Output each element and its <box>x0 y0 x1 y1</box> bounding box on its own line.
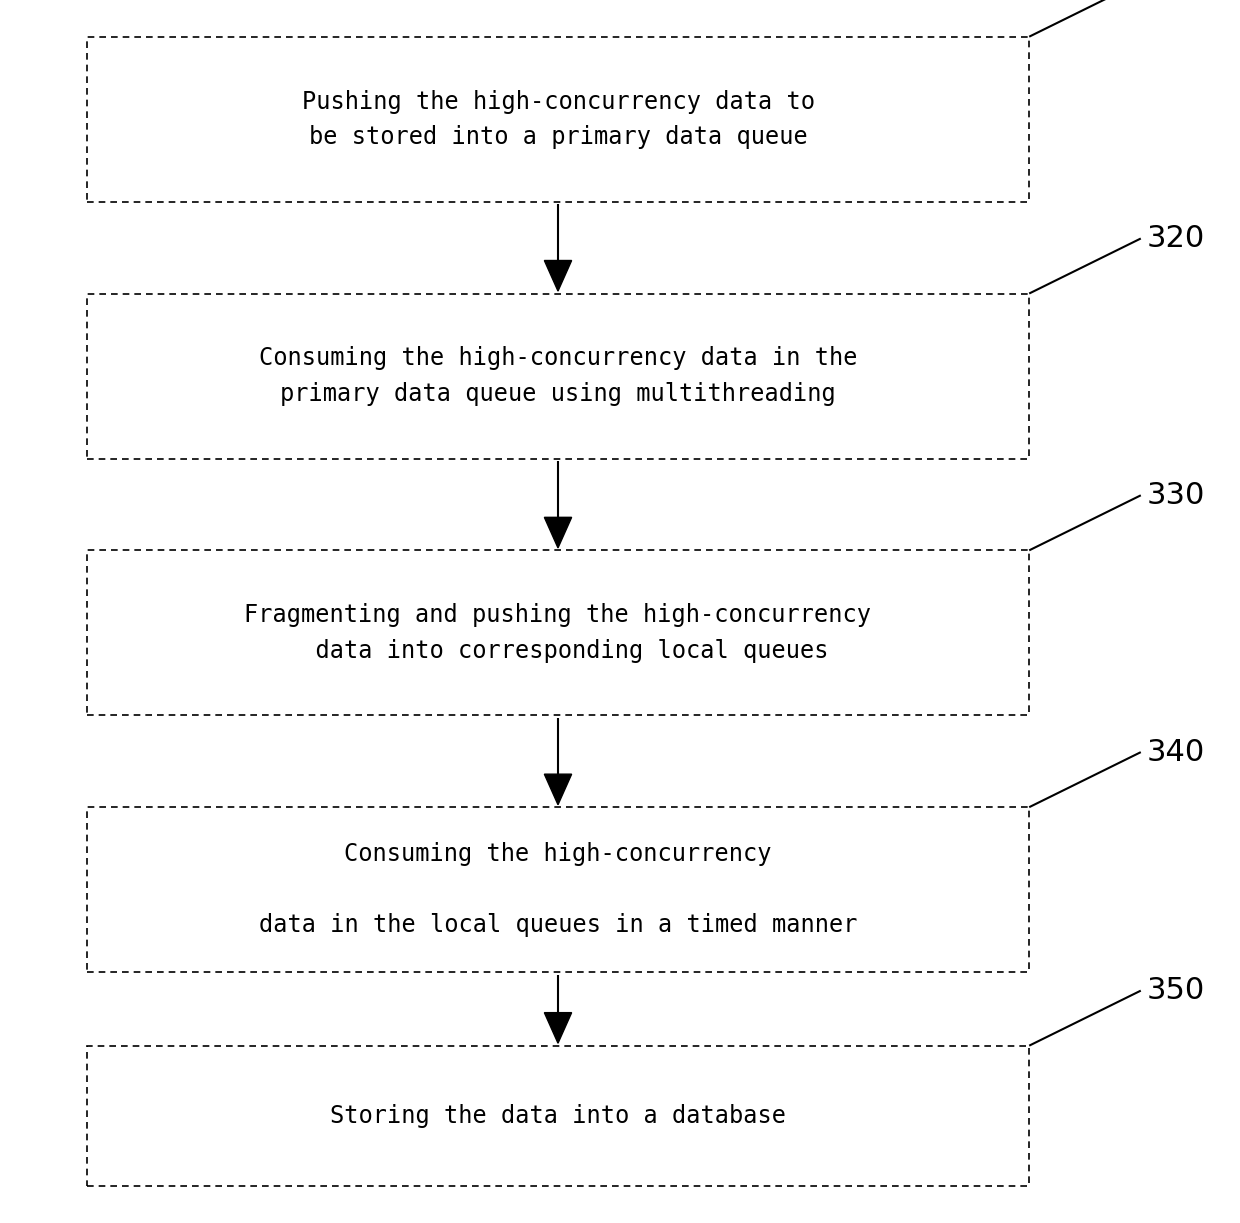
Bar <box>87 37 1029 202</box>
Polygon shape <box>544 517 572 548</box>
Text: 350: 350 <box>1147 976 1205 1005</box>
Text: 320: 320 <box>1147 224 1205 253</box>
Text: Storing the data into a database: Storing the data into a database <box>330 1104 786 1128</box>
Text: Consuming the high-concurrency

data in the local queues in a timed manner: Consuming the high-concurrency data in t… <box>259 843 857 937</box>
Text: Pushing the high-concurrency data to
be stored into a primary data queue: Pushing the high-concurrency data to be … <box>301 89 815 149</box>
Polygon shape <box>544 1013 572 1043</box>
Text: Fragmenting and pushing the high-concurrency
  data into corresponding local que: Fragmenting and pushing the high-concurr… <box>244 603 872 663</box>
Text: Consuming the high-concurrency data in the
primary data queue using multithreadi: Consuming the high-concurrency data in t… <box>259 346 857 406</box>
Text: 330: 330 <box>1147 481 1205 510</box>
Bar <box>87 807 1029 972</box>
Bar <box>87 294 1029 459</box>
Polygon shape <box>544 774 572 805</box>
Bar <box>87 1046 1029 1186</box>
Bar <box>87 550 1029 715</box>
Polygon shape <box>544 260 572 291</box>
Text: 340: 340 <box>1147 737 1205 767</box>
